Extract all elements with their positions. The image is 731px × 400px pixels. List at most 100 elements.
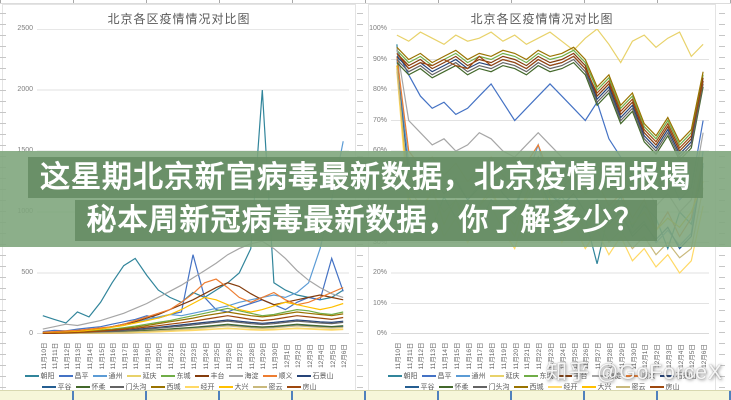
legend-label: 海淀 [607, 373, 622, 380]
legend-line-swatch [109, 386, 124, 388]
x-tick-label: 11月24日 [202, 342, 210, 370]
legend-item: 延庆 [489, 371, 520, 381]
legend-line-swatch [24, 375, 39, 377]
legend-line-swatch [489, 375, 504, 377]
x-tick-label: 11月19日 [144, 342, 152, 370]
headline-line-2: 秘本周新冠病毒最新数据，你了解多少？ [74, 200, 657, 241]
legend-line-swatch [625, 375, 640, 377]
legend-item: 经开 [547, 382, 578, 392]
x-tick-label: 11月20日 [156, 342, 164, 370]
series-line [396, 52, 704, 153]
series-line [42, 254, 344, 333]
legend-item: 密云 [252, 382, 283, 392]
legend-label: 密云 [268, 384, 283, 391]
column-tick [729, 391, 731, 400]
x-tick-label: 12月3日 [306, 344, 314, 368]
x-tick-label: 11月13日 [75, 342, 83, 370]
x-tick-label: 11月21日 [167, 342, 175, 370]
x-tick-label: 11月18日 [133, 342, 141, 370]
column-tick [291, 391, 293, 400]
legend-line-swatch [194, 375, 209, 377]
legend-label: 海淀 [244, 373, 259, 380]
legend-line-swatch [404, 386, 419, 388]
watermark-text: 知乎 @GoForceX [546, 361, 723, 384]
x-tick-label: 12月6日 [341, 344, 349, 368]
x-tick-label: 11月22日 [536, 342, 544, 370]
legend-line-swatch [286, 386, 301, 388]
x-tick-label: 12月2日 [295, 344, 303, 368]
legend-item: 房山 [286, 382, 317, 392]
x-tick-label: 11月17日 [477, 342, 485, 370]
legend-line-swatch [472, 386, 487, 388]
x-tick-label: 11月11日 [52, 342, 60, 370]
x-tick-label: 11月22日 [179, 342, 187, 370]
spreadsheet-bottom-strip [0, 390, 731, 400]
legend-label: 顺义 [641, 373, 656, 380]
legend-item: 海淀 [228, 371, 259, 381]
chart-title: 北京各区疫情情况对比图 [470, 12, 614, 26]
x-tick-label: 12月1日 [283, 344, 291, 368]
y-tick-label: 500 [21, 269, 33, 276]
legend-item: 延庆 [126, 371, 157, 381]
legend-label: 门头沟 [125, 384, 147, 391]
series-line [42, 315, 344, 334]
legend-line-swatch [92, 375, 107, 377]
y-tick-label: 0% [376, 330, 387, 337]
headline-line-1: 这星期北京新官病毒最新数据，北京疫情周报揭 [28, 157, 703, 198]
chart-title: 北京各区疫情情况对比图 [107, 12, 251, 26]
legend-item: 东城 [160, 371, 191, 381]
column-tick [583, 391, 585, 400]
legend-item: 西城 [513, 382, 544, 392]
legend-item: 平谷 [404, 382, 435, 392]
column-tick [364, 391, 366, 400]
x-tick-label: 11月17日 [121, 342, 129, 370]
x-tick-label: 11月21日 [524, 342, 532, 370]
legend-line-swatch [591, 375, 606, 377]
legend-item: 密云 [615, 382, 646, 392]
legend-line-swatch [252, 386, 267, 388]
legend-item: 西城 [150, 382, 181, 392]
legend-item: 大兴 [218, 382, 249, 392]
x-tick-label: 11月20日 [512, 342, 520, 370]
legend-item: 门头沟 [472, 382, 510, 392]
chart-legend: 朝阳 昌平 通州 延庆 东城 丰台 海淀 顺义 石景山 平谷 怀柔 门头沟 西城 经开 大兴 密云 房山 [17, 371, 341, 392]
legend-label: 怀柔 [454, 384, 469, 391]
chart-svg [37, 29, 349, 334]
x-tick-label: 11月10日 [394, 342, 402, 370]
x-tick-label: 11月12日 [418, 342, 426, 370]
legend-label: 通州 [108, 373, 123, 380]
series-line [396, 61, 704, 162]
legend-label: 东城 [176, 373, 191, 380]
legend-label: 昌平 [74, 373, 89, 380]
legend-item: 顺义 [262, 371, 293, 381]
column-tick [145, 391, 147, 400]
legend-label: 朝阳 [40, 373, 55, 380]
legend-line-swatch [126, 375, 141, 377]
x-tick-label: 11月28日 [248, 342, 256, 370]
x-tick-label: 11月16日 [465, 342, 473, 370]
legend-line-swatch [150, 386, 165, 388]
legend-label: 昌平 [437, 373, 452, 380]
legend-label: 丰台 [210, 373, 225, 380]
legend-label: 石景山 [312, 373, 334, 380]
x-tick-label: 11月10日 [40, 342, 48, 370]
legend-label: 怀柔 [91, 384, 106, 391]
legend-label: 东城 [539, 373, 554, 380]
legend-line-swatch [296, 375, 311, 377]
y-tick-label: 70% [372, 116, 387, 124]
x-tick-label: 11月13日 [430, 342, 438, 370]
series-line [396, 29, 704, 64]
x-tick-label: 11月30日 [272, 342, 280, 370]
legend-line-swatch [649, 386, 664, 388]
x-tick-label: 11月27日 [237, 342, 245, 370]
legend-line-swatch [218, 386, 233, 388]
series-line [396, 53, 704, 150]
legend-item: 怀柔 [75, 382, 106, 392]
x-tick-label: 11月15日 [453, 342, 461, 370]
column-tick [437, 391, 439, 400]
legend-label: 房山 [665, 384, 680, 391]
legend-item: 大兴 [581, 382, 612, 392]
y-tick-label: 60% [369, 147, 387, 155]
x-tick-label: 11月14日 [442, 342, 450, 370]
